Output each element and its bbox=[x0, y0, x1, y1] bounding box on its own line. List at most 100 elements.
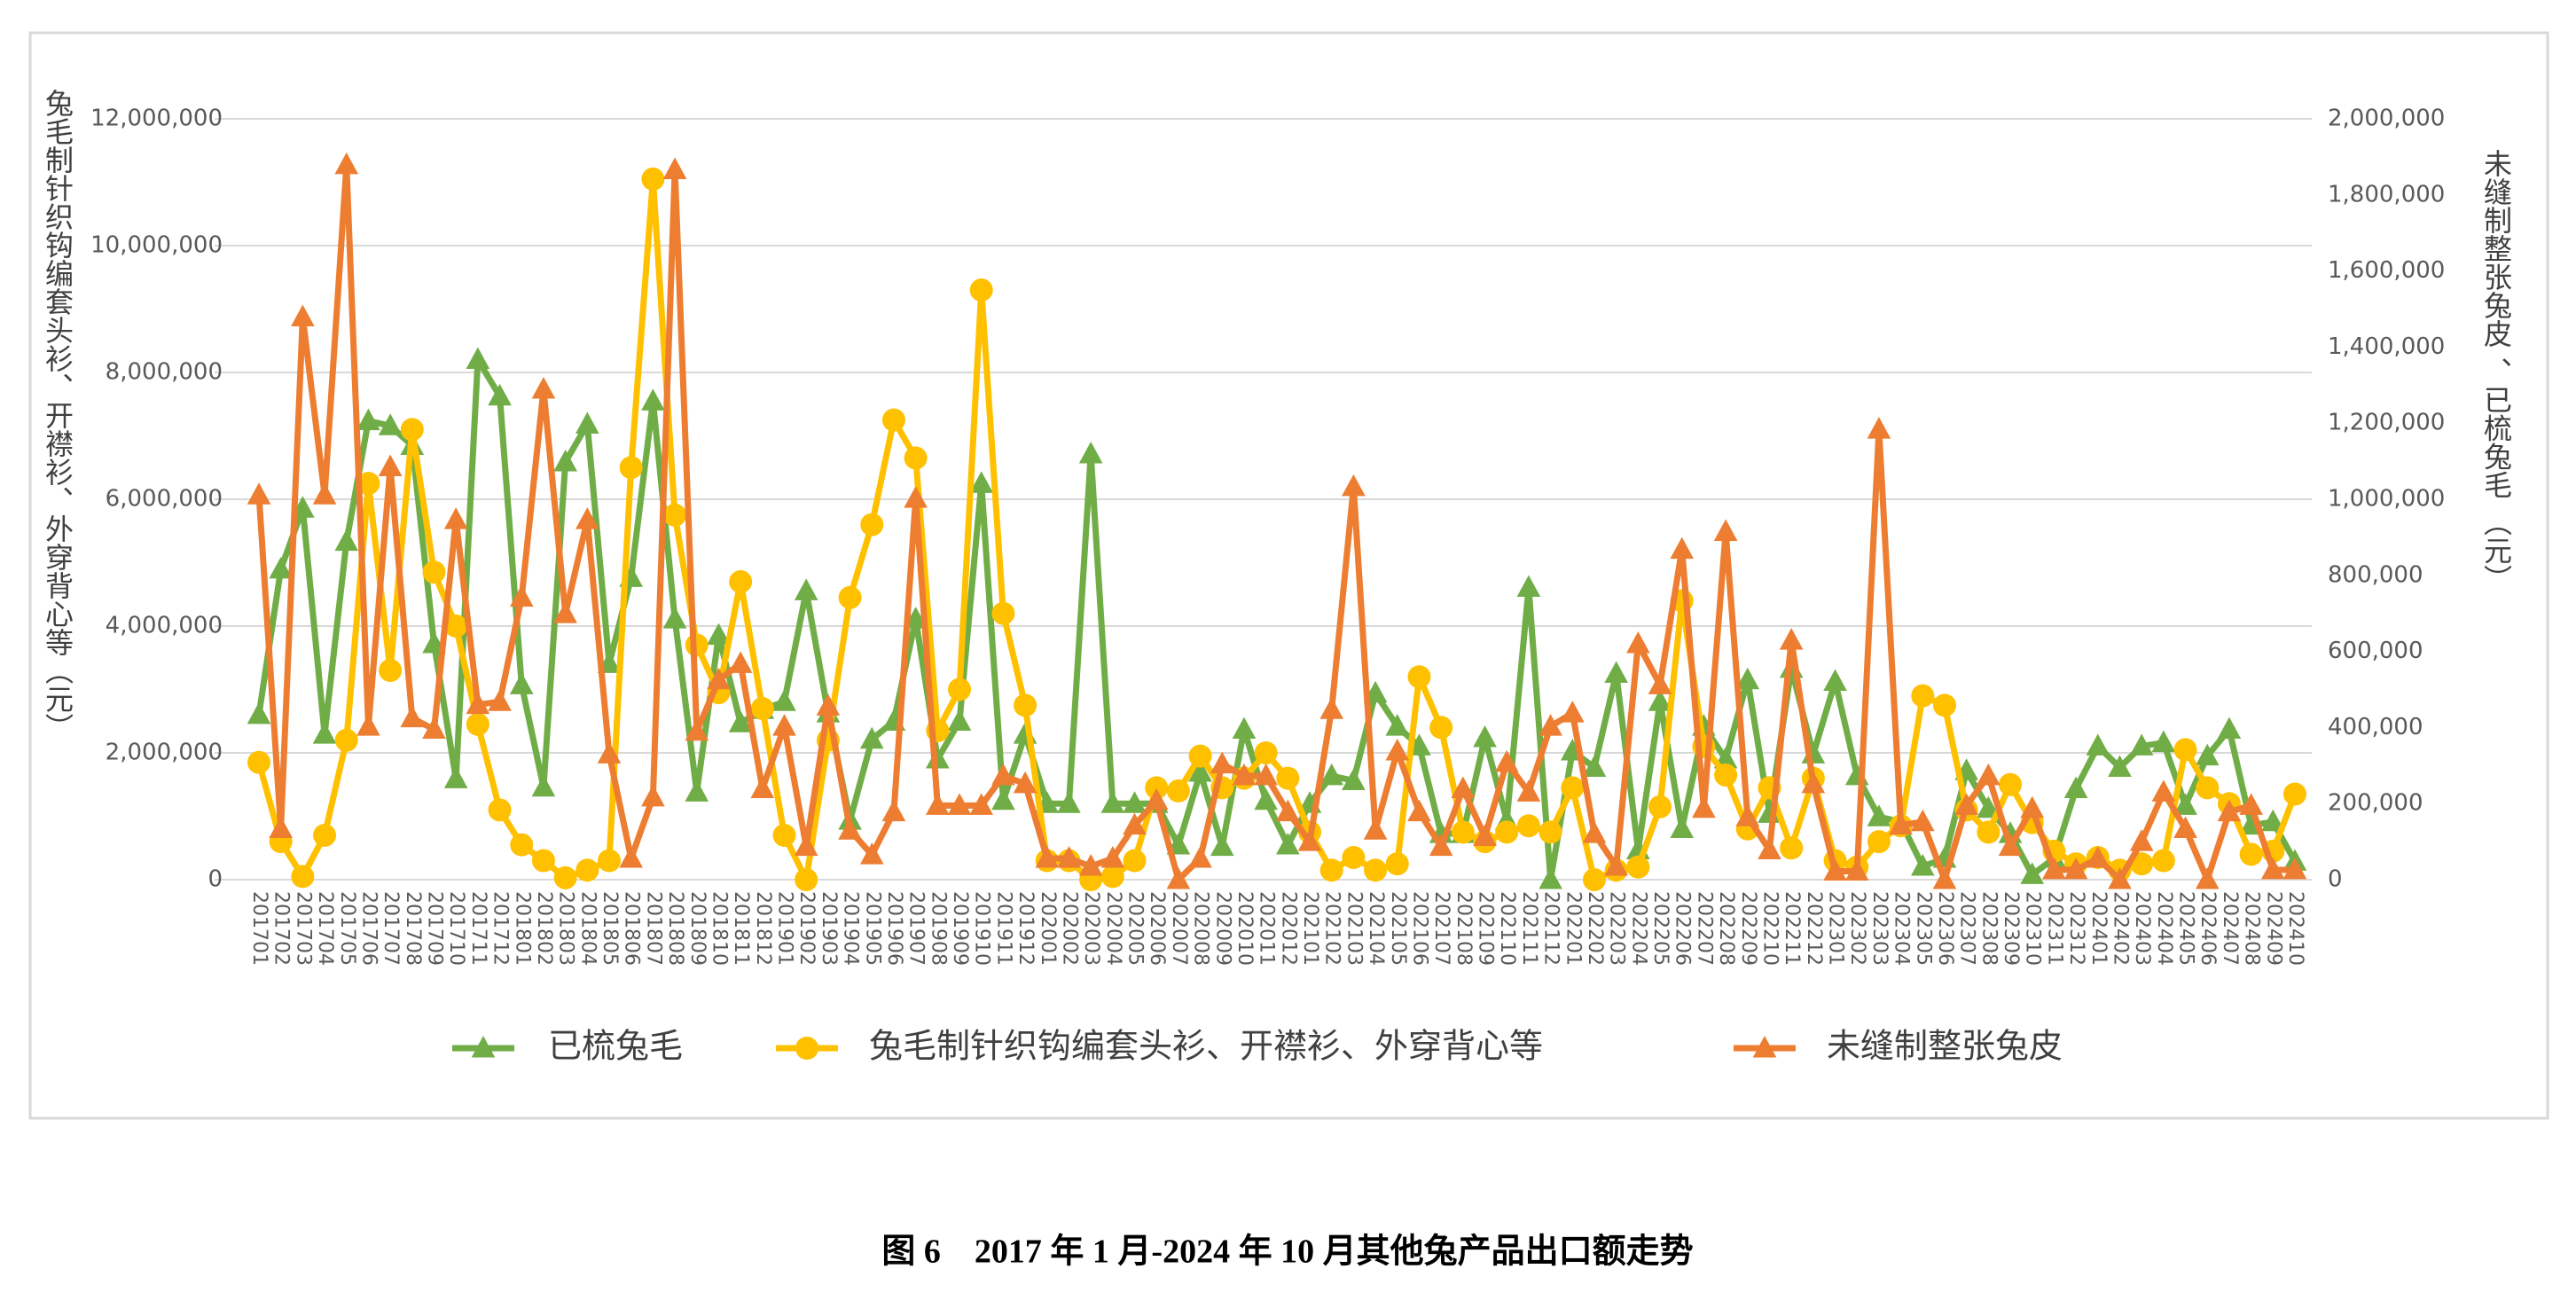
x-tick-label: 202110 bbox=[1496, 891, 1518, 966]
data-point bbox=[2129, 829, 2154, 851]
data-point bbox=[291, 865, 315, 889]
data-point bbox=[1451, 820, 1475, 844]
x-tick-label: 201711 bbox=[467, 891, 489, 966]
data-point bbox=[597, 741, 622, 764]
data-point bbox=[575, 507, 599, 529]
x-tick-label: 202002 bbox=[1058, 891, 1080, 966]
series-group bbox=[247, 152, 2307, 889]
x-tick-label: 202001 bbox=[1037, 891, 1059, 966]
data-point bbox=[969, 471, 994, 493]
data-point bbox=[1188, 845, 1212, 868]
data-point bbox=[509, 672, 534, 694]
data-point bbox=[838, 818, 862, 840]
data-point bbox=[1232, 763, 1257, 786]
data-point bbox=[443, 507, 468, 529]
data-point bbox=[662, 157, 687, 179]
data-point bbox=[291, 304, 315, 327]
data-point bbox=[1823, 669, 1847, 691]
x-tick-label: 202309 bbox=[2000, 891, 2022, 966]
data-point bbox=[509, 584, 534, 607]
x-tick-label: 202004 bbox=[1102, 891, 1124, 966]
data-point bbox=[991, 787, 1015, 811]
data-point bbox=[1560, 701, 1585, 723]
data-point bbox=[2173, 738, 2197, 762]
data-point bbox=[2020, 795, 2045, 818]
data-point bbox=[707, 623, 731, 646]
data-point bbox=[510, 833, 534, 857]
data-point bbox=[379, 659, 403, 683]
data-point bbox=[1932, 693, 1956, 717]
data-point bbox=[2217, 799, 2242, 822]
data-point bbox=[1385, 714, 1410, 736]
data-point bbox=[1604, 853, 1628, 876]
x-tick-label: 202009 bbox=[1211, 891, 1233, 966]
data-point bbox=[685, 779, 709, 802]
data-point bbox=[466, 692, 490, 715]
x-tick-label: 201901 bbox=[774, 891, 796, 966]
data-point bbox=[2151, 779, 2176, 802]
data-point bbox=[488, 383, 512, 406]
data-point bbox=[2086, 845, 2110, 868]
data-point bbox=[444, 615, 468, 638]
x-tick-label: 202304 bbox=[1891, 891, 1913, 966]
data-point bbox=[1100, 865, 1124, 889]
x-tick-label: 202106 bbox=[1408, 891, 1430, 966]
x-tick-label: 201812 bbox=[752, 891, 774, 966]
x-tick-label: 201704 bbox=[314, 891, 336, 966]
data-point bbox=[1494, 749, 1519, 772]
data-point bbox=[1714, 764, 1738, 787]
data-point bbox=[1932, 867, 1957, 889]
data-point bbox=[1999, 772, 2023, 796]
x-tick-label: 201810 bbox=[708, 891, 730, 966]
data-point bbox=[2217, 717, 2242, 740]
data-point bbox=[2063, 857, 2088, 880]
data-point bbox=[1516, 779, 1541, 802]
data-point bbox=[1407, 799, 1431, 822]
data-point bbox=[2151, 730, 2176, 753]
x-tick-label: 202405 bbox=[2175, 891, 2197, 966]
data-point bbox=[1582, 821, 1607, 843]
y2-tick-label: 600,000 bbox=[2328, 638, 2423, 664]
x-tick-label: 202402 bbox=[2109, 891, 2131, 966]
data-point bbox=[1539, 820, 1562, 844]
x-tick-label: 201905 bbox=[861, 891, 883, 966]
data-point bbox=[1998, 834, 2023, 857]
data-point bbox=[1911, 809, 1935, 832]
y-tick-label: 6,000,000 bbox=[106, 486, 223, 513]
data-point bbox=[2130, 852, 2154, 876]
data-point bbox=[1516, 575, 1541, 598]
data-point bbox=[313, 823, 337, 847]
x-tick-label: 201907 bbox=[905, 891, 928, 966]
data-point bbox=[1364, 858, 1388, 882]
x-tick-label: 202112 bbox=[1540, 891, 1562, 966]
data-point bbox=[838, 585, 862, 609]
data-point bbox=[1451, 776, 1476, 798]
data-point bbox=[795, 868, 818, 891]
data-point bbox=[947, 709, 972, 732]
x-tick-label: 201811 bbox=[730, 891, 752, 966]
data-point bbox=[1254, 741, 1278, 764]
x-tick-label: 202310 bbox=[2022, 891, 2044, 966]
data-point bbox=[1078, 441, 1103, 464]
y2-tick-label: 1,400,000 bbox=[2328, 333, 2445, 360]
data-point bbox=[1188, 760, 1212, 782]
data-point bbox=[2086, 733, 2110, 756]
data-point bbox=[1758, 837, 1781, 860]
data-point bbox=[1342, 768, 1366, 790]
x-tick-label: 201805 bbox=[599, 891, 621, 966]
data-point bbox=[1867, 830, 1891, 854]
data-point bbox=[1276, 799, 1300, 822]
data-point bbox=[881, 799, 906, 822]
data-point bbox=[598, 849, 622, 873]
data-point bbox=[400, 705, 425, 728]
series-line bbox=[255, 176, 2298, 883]
data-point bbox=[422, 560, 446, 584]
x-tick-label: 201902 bbox=[795, 891, 818, 966]
data-point bbox=[1166, 867, 1191, 889]
data-point bbox=[2151, 849, 2175, 873]
y-tick-label: 4,000,000 bbox=[106, 613, 223, 639]
data-point bbox=[247, 750, 270, 774]
data-point bbox=[1145, 776, 1169, 800]
data-point bbox=[947, 793, 972, 815]
data-point bbox=[662, 607, 687, 629]
